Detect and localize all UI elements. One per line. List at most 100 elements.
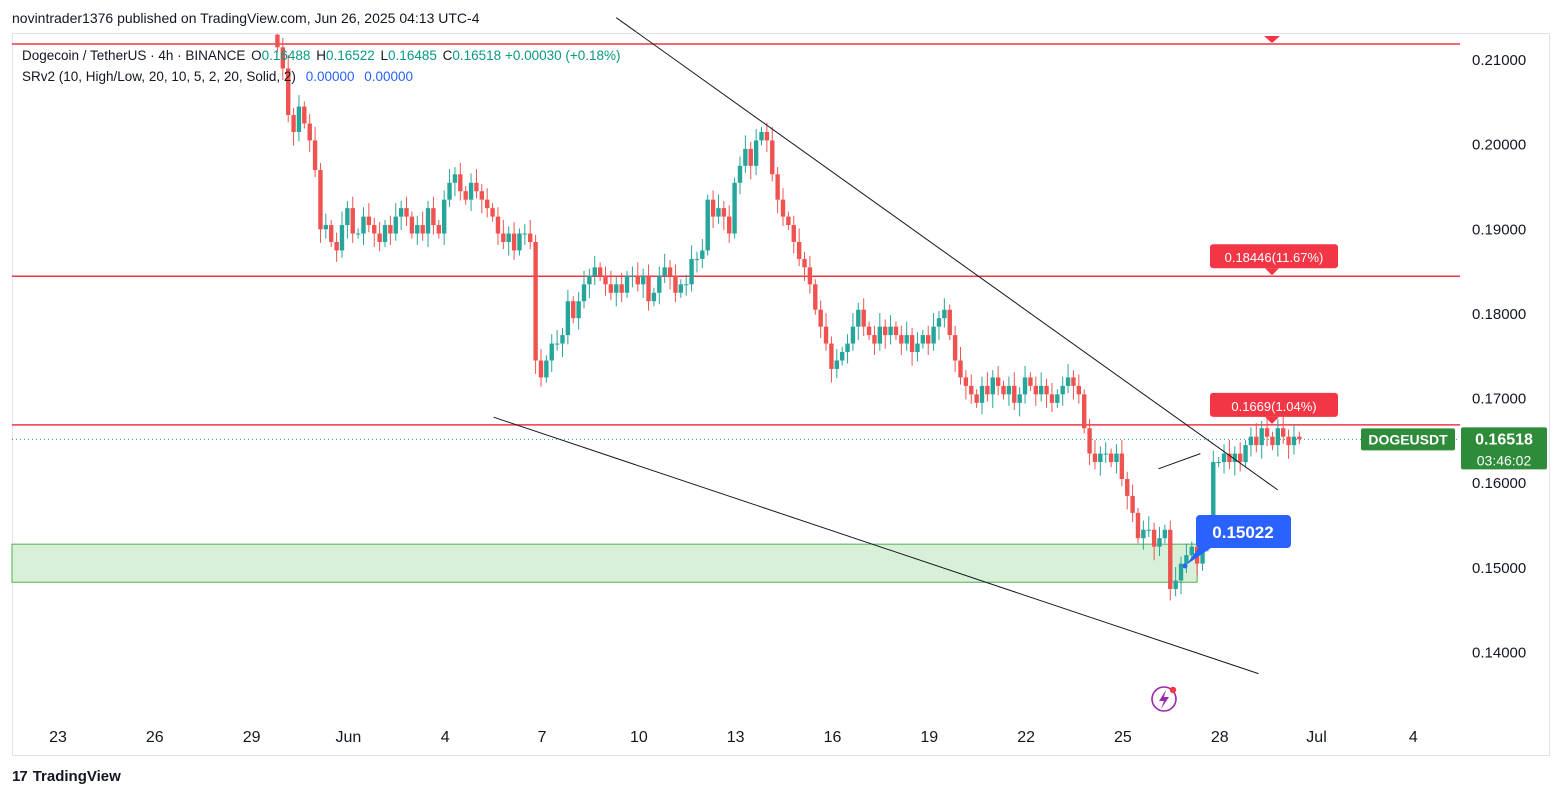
candle-body	[436, 225, 441, 234]
candle-body	[1006, 385, 1012, 395]
tradingview-logo[interactable]: 17 TradingView	[12, 768, 121, 785]
target-label-text: 0.15022	[1212, 523, 1273, 542]
legend-indicator-name[interactable]: SRv2 (10, High/Low, 20, 10, 5, 2, 20, So…	[22, 69, 296, 84]
candle-body	[807, 267, 813, 285]
candle-body	[834, 360, 839, 369]
x-tick-label: 13	[727, 729, 745, 746]
candle-body	[737, 165, 743, 183]
level-label-text: 0.18446(11.67%)	[1225, 250, 1324, 265]
legend-low-label: L	[380, 48, 389, 63]
level-label-box[interactable]	[1210, 244, 1338, 269]
trendline[interactable]	[615, 17, 1279, 491]
trendline[interactable]	[1158, 453, 1201, 470]
candle-body	[662, 267, 667, 276]
candle-body	[1151, 529, 1157, 547]
candle-body	[355, 233, 361, 235]
x-tick-label: 28	[1211, 729, 1229, 746]
candle-body	[775, 174, 780, 200]
candle-body	[441, 199, 447, 234]
candle-body	[646, 275, 651, 302]
legend-symbol-row: Dogecoin / TetherUS · 4h · BINANCE O0.16…	[22, 45, 621, 66]
legend-indicator-value-2: 0.00000	[364, 69, 414, 84]
legend-high-value: 0.16522	[325, 48, 375, 63]
candle-body	[1012, 385, 1017, 403]
candle-body	[657, 275, 662, 293]
level-label-pointer	[1265, 268, 1279, 276]
y-tick-label: 0.20000	[1472, 137, 1526, 154]
candle-body	[1146, 529, 1151, 531]
candle-body	[1211, 462, 1216, 530]
level-label-text: 0.1669(1.04%)	[1231, 399, 1316, 414]
candle-body	[522, 233, 528, 235]
candle-body	[452, 174, 458, 183]
candle-body	[431, 208, 436, 226]
x-tick-label: 23	[49, 729, 67, 746]
candle-body	[904, 335, 909, 344]
candle-body	[420, 225, 425, 234]
candle-body	[1259, 428, 1264, 446]
candle-body	[689, 258, 694, 285]
level-label-pointer	[1265, 416, 1279, 424]
candle-body	[415, 225, 420, 234]
legend-symbol[interactable]: Dogecoin / TetherUS · 4h · BINANCE	[22, 48, 246, 63]
candle-body	[926, 335, 931, 344]
x-tick-label: Jul	[1306, 729, 1326, 746]
candle-body	[1141, 529, 1146, 539]
candle-body	[732, 182, 737, 234]
candle-body	[1028, 377, 1033, 386]
candle-body	[931, 326, 936, 344]
candle-body	[1254, 436, 1259, 446]
candle-body	[979, 385, 985, 403]
candle-body	[285, 68, 291, 116]
candle-body	[1108, 453, 1114, 463]
candle-body	[1168, 529, 1173, 590]
y-tick-label: 0.17000	[1472, 391, 1526, 408]
candle-body	[382, 225, 388, 242]
candle-body	[877, 326, 883, 344]
legend-high-label: H	[316, 48, 326, 63]
demand-zone[interactable]	[11, 543, 1198, 583]
legend-change-value: +0.00030 (+0.18%)	[504, 48, 621, 63]
candle-body	[721, 208, 727, 217]
candle-body	[549, 343, 554, 361]
candle-body	[458, 174, 463, 192]
candle-body	[544, 360, 549, 378]
candle-body	[985, 385, 990, 395]
top-level-marker	[1264, 36, 1280, 43]
candle-body	[748, 148, 753, 166]
candle-body	[1291, 436, 1297, 446]
y-tick-label: 0.14000	[1472, 645, 1526, 662]
target-label-box[interactable]	[1196, 515, 1291, 548]
candle-body	[1216, 462, 1221, 464]
candle-body	[334, 241, 339, 251]
candle-body	[1076, 385, 1082, 395]
lightning-icon[interactable]	[1151, 686, 1177, 712]
x-tick-label: 16	[824, 729, 842, 746]
trendline[interactable]	[493, 416, 1259, 675]
candle-body	[479, 191, 485, 200]
publish-attribution: novintrader1376 published on TradingView…	[12, 10, 480, 26]
candle-body	[474, 182, 479, 192]
candle-body	[839, 352, 845, 361]
candle-body	[716, 208, 721, 217]
level-label-box[interactable]	[1210, 392, 1338, 417]
candle-body	[1001, 385, 1006, 395]
x-tick-label: 26	[146, 729, 164, 746]
candle-body	[307, 123, 312, 141]
candle-body	[587, 275, 592, 285]
candle-body	[528, 233, 533, 242]
candle-body	[823, 326, 829, 344]
x-tick-label: 22	[1017, 729, 1035, 746]
candle-body	[1103, 453, 1108, 455]
legend-low-value: 0.16485	[388, 48, 437, 63]
candle-body	[296, 106, 302, 132]
candle-body	[592, 267, 597, 276]
candle-body	[490, 208, 495, 217]
candle-body	[1275, 428, 1281, 446]
candle-body	[813, 284, 818, 310]
candle-body	[538, 360, 544, 378]
candle-body	[818, 309, 823, 327]
candle-body	[339, 225, 345, 251]
candle-body	[1114, 453, 1119, 463]
